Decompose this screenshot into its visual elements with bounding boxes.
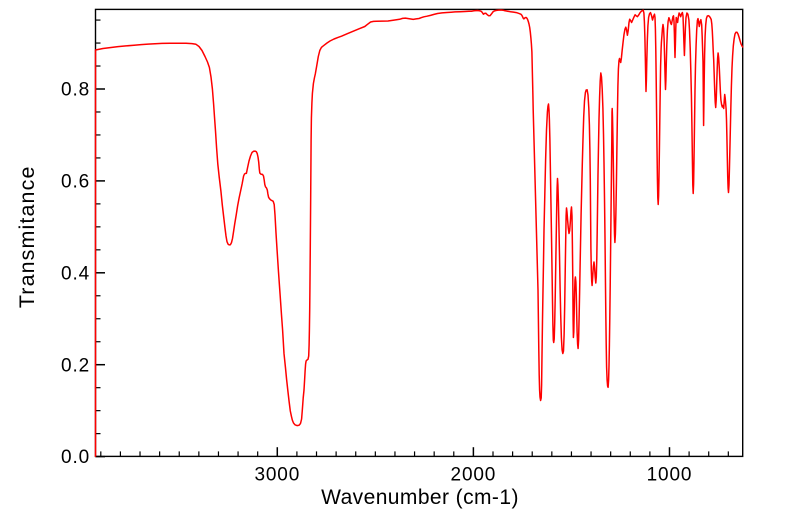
svg-text:0.4: 0.4 [61, 263, 90, 284]
svg-text:1000: 1000 [647, 465, 693, 486]
svg-text:3000: 3000 [254, 465, 300, 486]
svg-text:0.6: 0.6 [61, 172, 90, 193]
svg-text:0.0: 0.0 [61, 447, 90, 468]
svg-text:0.8: 0.8 [61, 80, 90, 101]
svg-text:2000: 2000 [451, 465, 497, 486]
svg-text:Transmitance: Transmitance [15, 165, 39, 308]
svg-text:Wavenumber (cm-1): Wavenumber (cm-1) [321, 486, 519, 509]
svg-text:0.2: 0.2 [61, 355, 90, 376]
